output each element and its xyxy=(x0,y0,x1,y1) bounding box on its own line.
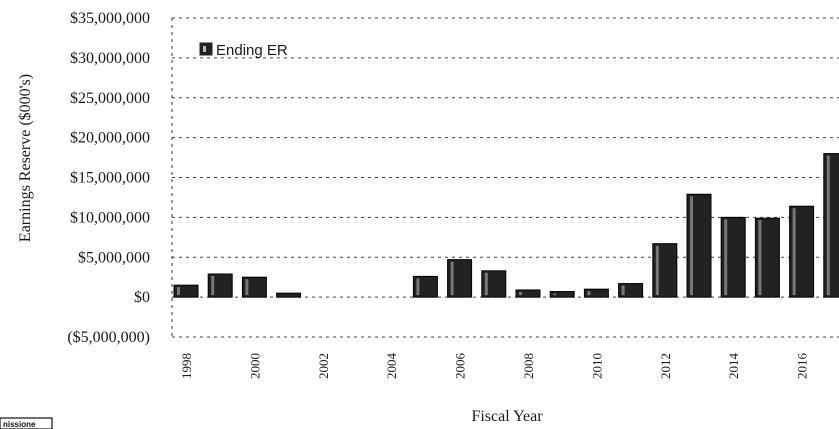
bar xyxy=(515,289,541,298)
x-tick-label: 2012 xyxy=(658,353,673,379)
x-tick-label: 2014 xyxy=(726,353,741,380)
bar-highlight xyxy=(758,220,762,296)
x-tick-label: 2016 xyxy=(795,353,810,380)
y-tick-label: $10,000,000 xyxy=(70,209,150,226)
y-tick-label: $30,000,000 xyxy=(70,50,150,67)
bar-highlight xyxy=(655,245,659,296)
x-tick-label: 2004 xyxy=(384,353,399,380)
bar-highlight xyxy=(519,291,522,296)
y-tick-label: $0 xyxy=(134,289,150,306)
footer-logo: nissione xyxy=(0,417,53,429)
legend-label: Ending ER xyxy=(216,42,288,59)
bar-highlight xyxy=(587,291,591,296)
legend: Ending ER xyxy=(199,42,288,59)
x-tick-label: 2000 xyxy=(247,353,262,379)
bar-highlight xyxy=(484,272,488,296)
bar-highlight xyxy=(450,261,454,296)
bar-highlight xyxy=(177,287,180,296)
bar xyxy=(583,288,609,298)
bar xyxy=(823,153,839,298)
x-tick-label: 2006 xyxy=(453,353,468,380)
bar-highlight xyxy=(724,219,728,296)
y-tick-label: $20,000,000 xyxy=(70,130,150,147)
bar-highlight xyxy=(416,278,420,296)
bar-highlight xyxy=(245,279,249,296)
bars xyxy=(173,153,839,298)
x-tick-label: 2002 xyxy=(316,353,331,379)
y-tick-label: $35,000,000 xyxy=(70,10,150,27)
bar-highlight xyxy=(792,208,796,296)
x-tick-label: 1998 xyxy=(179,353,194,379)
bar-highlight xyxy=(553,293,557,296)
y-tick-label: $15,000,000 xyxy=(70,170,150,187)
bar-highlight xyxy=(690,196,693,296)
bar xyxy=(549,291,575,298)
bar xyxy=(173,284,199,298)
bar-highlight xyxy=(826,155,830,296)
bar xyxy=(276,292,302,298)
y-axis-title: Earnings Reserve ($000's) xyxy=(17,74,34,242)
svg-text:nissione: nissione xyxy=(3,420,36,429)
x-axis-title: Fiscal Year xyxy=(471,408,543,425)
bar-highlight xyxy=(211,275,215,296)
bar-highlight xyxy=(621,285,625,296)
x-tick-label: 2008 xyxy=(521,353,536,379)
x-tick-label: 2010 xyxy=(589,353,604,379)
y-tick-label: ($5,000,000) xyxy=(67,329,150,346)
y-tick-label: $25,000,000 xyxy=(70,90,150,107)
y-tick-labels: $35,000,000 $30,000,000 $25,000,000 $20,000… xyxy=(67,10,150,346)
x-tick-labels: 1998 2000 2002 2004 2006 2008 2010 2012 2014 2016 xyxy=(179,353,810,380)
y-tick-label: $5,000,000 xyxy=(78,249,150,266)
